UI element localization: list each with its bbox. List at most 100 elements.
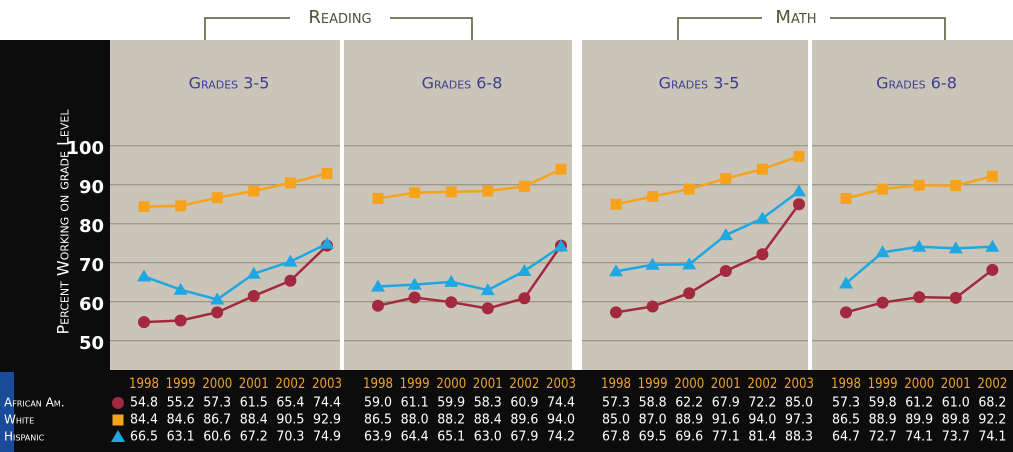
table-value: 84.4 — [130, 413, 158, 428]
table-value: 92.9 — [313, 413, 341, 428]
marker — [683, 287, 696, 300]
blue-accent — [0, 372, 14, 452]
table-value: 61.5 — [240, 396, 268, 411]
table-value: 97.3 — [785, 413, 813, 428]
table-value: 54.8 — [130, 396, 158, 411]
marker — [518, 180, 530, 192]
marker — [793, 150, 805, 162]
marker — [517, 263, 532, 276]
table-value: 68.2 — [978, 396, 1006, 411]
table-value: 61.0 — [942, 396, 970, 411]
math-bracket — [677, 17, 946, 44]
table-value: 74.4 — [313, 396, 341, 411]
table-value: 94.0 — [748, 413, 776, 428]
marker — [913, 179, 925, 191]
marker — [756, 163, 768, 175]
table-value: 86.7 — [203, 413, 231, 428]
table-value: 59.8 — [869, 396, 897, 411]
table-strip — [0, 370, 1013, 452]
marker — [555, 163, 567, 175]
marker — [875, 245, 890, 258]
table-value: 63.9 — [364, 430, 392, 445]
marker — [609, 264, 623, 277]
x-tick-label: 1999 — [166, 376, 196, 392]
series-line — [615, 190, 800, 273]
y-tick-label: 90 — [79, 177, 104, 198]
marker — [283, 254, 298, 267]
marker — [877, 183, 889, 195]
table-value: 89.9 — [905, 413, 933, 428]
marker — [554, 239, 568, 252]
table-value: 74.1 — [978, 430, 1006, 445]
x-tick-label: 2001 — [473, 376, 503, 392]
table-value: 67.2 — [240, 430, 268, 445]
marker — [840, 306, 852, 319]
marker — [445, 186, 457, 198]
marker — [518, 292, 531, 305]
table-value: 86.5 — [364, 413, 392, 428]
table-value: 62.2 — [675, 396, 703, 411]
marker — [211, 306, 224, 319]
marker — [985, 239, 1000, 252]
table-value: 74.4 — [547, 396, 575, 411]
series-line — [615, 155, 800, 206]
table-value: 90.5 — [276, 413, 304, 428]
x-tick-label: 1999 — [400, 376, 430, 392]
table-value: 74.1 — [905, 430, 933, 445]
panel-title: Grades 6-8 — [422, 74, 503, 93]
marker — [913, 291, 926, 304]
marker — [610, 198, 622, 210]
x-tick-label: 2003 — [546, 376, 576, 392]
marker — [647, 191, 659, 202]
table-value: 57.3 — [832, 396, 860, 411]
table-value: 72.7 — [869, 430, 897, 445]
x-tick-label: 2000 — [904, 376, 934, 392]
table-value: 67.8 — [602, 430, 630, 445]
marker — [792, 184, 806, 197]
marker — [480, 283, 495, 296]
marker — [682, 257, 697, 270]
table-value: 88.4 — [474, 413, 502, 428]
y-tick-label: 70 — [79, 255, 104, 276]
marker — [481, 302, 494, 315]
marker — [372, 192, 384, 204]
table-value: 88.3 — [785, 430, 813, 445]
group-heading: Math — [775, 7, 816, 28]
table-value: 57.3 — [203, 396, 231, 411]
marker — [683, 183, 695, 195]
table-value: 63.0 — [474, 430, 502, 445]
table-value: 61.2 — [905, 396, 933, 411]
x-tick-label: 2001 — [941, 376, 971, 392]
marker — [409, 187, 421, 199]
table-value: 85.0 — [602, 413, 630, 428]
table-value: 65.4 — [276, 396, 304, 411]
panel-title: Grades 6-8 — [876, 74, 957, 93]
x-tick-label: 2001 — [239, 376, 269, 392]
table-value: 65.1 — [437, 430, 465, 445]
marker — [174, 314, 187, 327]
table-value: 94.0 — [547, 413, 575, 428]
x-tick-label: 1998 — [831, 376, 861, 392]
table-value: 64.7 — [832, 430, 860, 445]
x-tick-label: 2002 — [509, 376, 539, 392]
marker — [720, 173, 732, 185]
marker — [793, 198, 805, 211]
marker — [407, 277, 422, 290]
marker — [138, 201, 150, 213]
marker — [210, 292, 225, 305]
marker — [482, 185, 494, 197]
table-value: 69.5 — [639, 430, 667, 445]
marker — [718, 228, 733, 241]
table-value: 88.0 — [401, 413, 429, 428]
marker — [247, 289, 260, 302]
marker — [444, 274, 459, 287]
x-tick-label: 1999 — [868, 376, 898, 392]
marker — [445, 296, 458, 309]
marker — [840, 192, 852, 204]
legend-marker — [112, 414, 124, 426]
marker — [284, 274, 297, 287]
table-value: 77.1 — [712, 430, 740, 445]
x-tick-label: 2000 — [674, 376, 704, 392]
marker — [320, 236, 334, 249]
table-value: 74.2 — [547, 430, 575, 445]
